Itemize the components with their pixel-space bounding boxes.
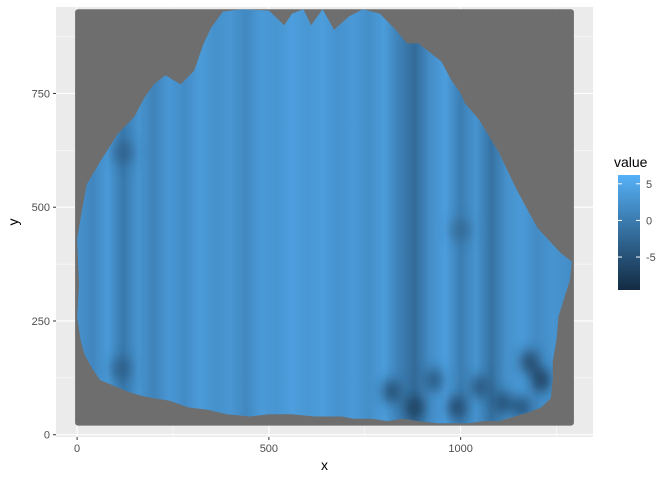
low-value-patch — [424, 368, 443, 393]
legend-title: value — [614, 154, 648, 170]
color-legend: value 5 0 -5 — [614, 154, 656, 290]
x-axis-title: x — [321, 457, 328, 473]
legend-colorbar — [618, 175, 640, 290]
x-tick-label: 0 — [74, 443, 80, 455]
y-tick-label: 750 — [32, 88, 50, 100]
low-value-patch — [470, 374, 489, 399]
x-axis: 0 500 1000 — [74, 437, 473, 455]
low-value-patch — [493, 390, 512, 415]
legend-break-label: -5 — [646, 252, 656, 264]
legend-break-label: 5 — [646, 179, 652, 191]
x-tick-label: 500 — [260, 443, 278, 455]
y-axis-title: y — [5, 219, 21, 226]
low-value-patch — [112, 356, 131, 381]
y-axis: 0 250 500 750 — [32, 88, 56, 442]
low-value-patches — [112, 140, 551, 420]
low-value-patch — [405, 395, 424, 420]
y-tick-label: 500 — [32, 202, 50, 214]
low-value-patch — [451, 217, 470, 242]
low-value-patch — [114, 140, 133, 165]
legend-break-label: 0 — [646, 215, 652, 227]
low-value-patch — [520, 349, 539, 374]
y-tick-label: 0 — [44, 430, 50, 442]
y-tick-label: 250 — [32, 316, 50, 328]
legend-ticks: 5 0 -5 — [618, 179, 656, 264]
low-value-patch — [447, 395, 466, 420]
low-value-patch — [532, 368, 551, 393]
low-value-patch — [382, 379, 401, 404]
x-tick-label: 1000 — [448, 443, 472, 455]
